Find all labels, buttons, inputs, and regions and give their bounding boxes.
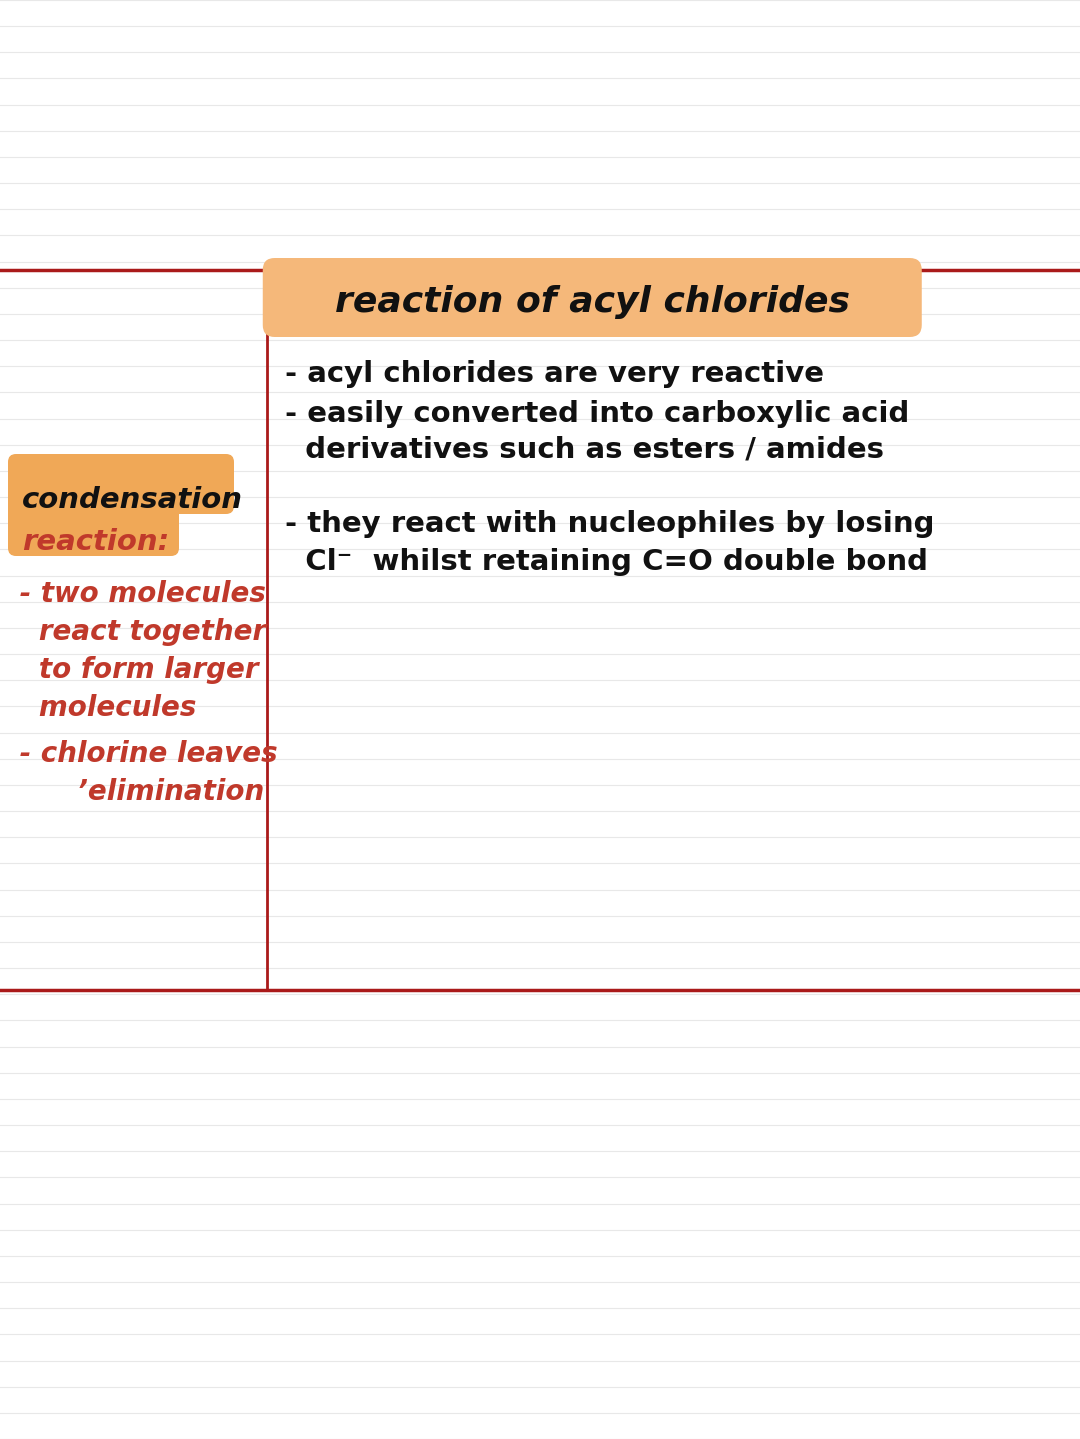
Text: reaction:: reaction:: [22, 528, 170, 555]
FancyBboxPatch shape: [8, 453, 234, 514]
Text: - easily converted into carboxylic acid: - easily converted into carboxylic acid: [285, 400, 909, 427]
Text: molecules: molecules: [10, 694, 197, 722]
Text: react together: react together: [10, 617, 266, 646]
Text: - they react with nucleophiles by losing: - they react with nucleophiles by losing: [285, 509, 934, 538]
Text: derivatives such as esters / amides: derivatives such as esters / amides: [285, 435, 885, 463]
Text: - two molecules: - two molecules: [10, 580, 266, 609]
Text: Cl⁻  whilst retaining C=O double bond: Cl⁻ whilst retaining C=O double bond: [285, 548, 928, 576]
FancyBboxPatch shape: [262, 258, 921, 337]
Text: - chlorine leaves: - chlorine leaves: [10, 740, 278, 768]
Text: condensation: condensation: [22, 486, 243, 514]
Text: to form larger: to form larger: [10, 656, 258, 684]
Text: ’elimination: ’elimination: [10, 778, 265, 806]
Text: - acyl chlorides are very reactive: - acyl chlorides are very reactive: [285, 360, 824, 389]
Text: reaction of acyl chlorides: reaction of acyl chlorides: [335, 285, 850, 319]
FancyBboxPatch shape: [8, 496, 179, 555]
